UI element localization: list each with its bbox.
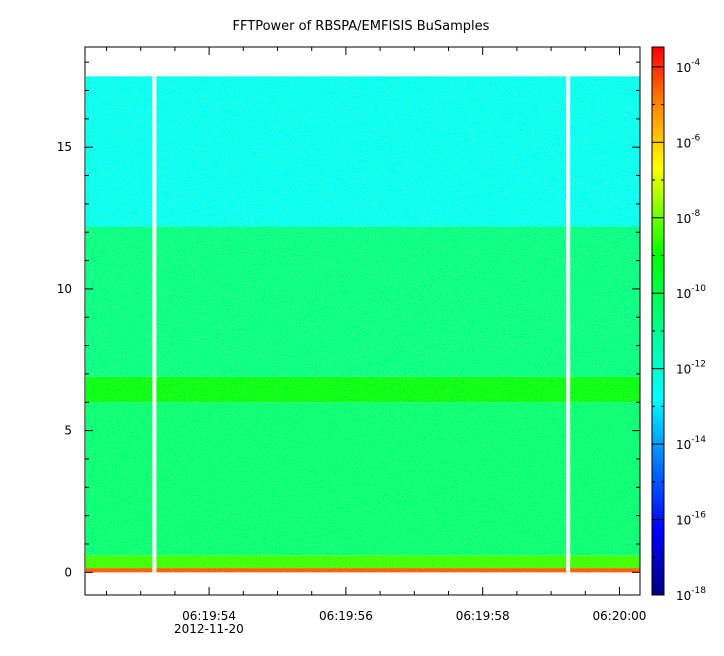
- colorbar-tick-label: 10-14: [676, 435, 706, 452]
- x-axis: 06:19:54 06:19:56 06:19:58 06:20:00: [106, 47, 647, 623]
- colorbar-tick-label: 10-4: [676, 58, 701, 75]
- plot-frame: [84, 46, 641, 596]
- colorbar-tick-label: 10-6: [676, 133, 701, 150]
- y-axis: 0 5 10 15: [57, 61, 640, 579]
- colorbar-tick-label: 10-12: [676, 360, 706, 377]
- colorbar-tick-label: 10-8: [676, 209, 701, 226]
- x-tick-label: 06:20:00: [593, 609, 647, 623]
- y-tick-label: 10: [57, 282, 72, 296]
- colorbar-tick-label: 10-18: [676, 586, 706, 603]
- plot-texture: [86, 74, 640, 572]
- y-tick-label: 0: [64, 565, 72, 579]
- chart-title: FFTPower of RBSPA/EMFISIS BuSamples: [233, 19, 490, 34]
- data-gaps: [152, 76, 571, 573]
- colorbar-tick-label: 10-10: [676, 284, 706, 301]
- x-tick-label: 06:19:56: [319, 609, 373, 623]
- colorbar: [651, 46, 665, 596]
- colorbar-ticks: 10-4 10-6 10-8 10-10 10-12 10-14 10-16 10-18: [652, 58, 706, 603]
- data-gap: [566, 76, 571, 573]
- colorbar-tick-label: 10-16: [676, 511, 706, 528]
- x-date-label: 2012-11-20: [174, 622, 244, 636]
- x-tick-label: 06:19:54: [182, 609, 236, 623]
- data-gap: [152, 76, 157, 573]
- y-tick-label: 5: [64, 424, 72, 438]
- x-tick-label: 06:19:58: [456, 609, 510, 623]
- y-tick-label: 15: [57, 140, 72, 154]
